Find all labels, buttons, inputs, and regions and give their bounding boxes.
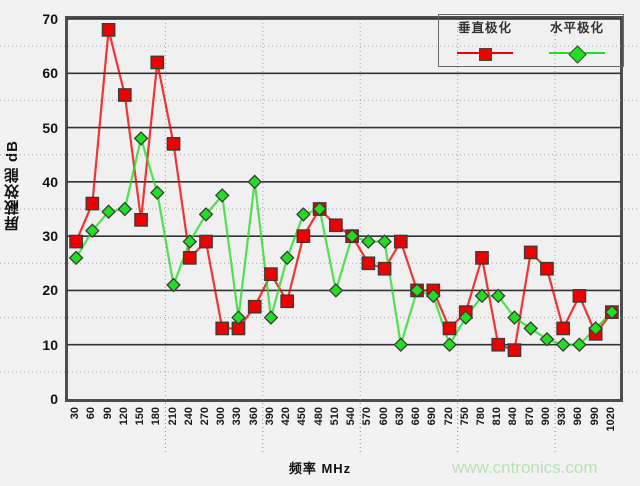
x-tick-label: 1020 bbox=[604, 407, 617, 432]
y-axis-title: 屏蔽效能 dB bbox=[4, 140, 21, 232]
legend-key-vertical bbox=[453, 45, 517, 61]
x-tick-label: 240 bbox=[182, 407, 195, 426]
y-tick-label: 40 bbox=[42, 173, 58, 190]
square-marker-icon bbox=[479, 48, 492, 61]
x-tick-label: 270 bbox=[199, 407, 211, 426]
plot-area bbox=[66, 17, 622, 401]
y-tick-label: 50 bbox=[42, 119, 58, 136]
x-tick-label: 720 bbox=[442, 407, 455, 426]
x-tick-label: 540 bbox=[345, 407, 358, 426]
y-tick-label: 70 bbox=[42, 11, 58, 27]
x-tick-label: 750 bbox=[458, 407, 471, 426]
x-tick-label: 990 bbox=[588, 407, 601, 426]
x-tick-label: 780 bbox=[475, 407, 487, 426]
x-tick-label: 300 bbox=[215, 407, 228, 426]
x-tick-label: 570 bbox=[361, 407, 374, 426]
y-tick-label: 20 bbox=[42, 282, 58, 299]
y-tick-label: 30 bbox=[42, 228, 58, 245]
x-tick-label: 930 bbox=[556, 407, 569, 426]
x-tick-label: 60 bbox=[85, 407, 98, 420]
y-tick-label: 0 bbox=[50, 391, 58, 407]
x-tick-label: 660 bbox=[410, 407, 423, 426]
x-tick-label: 180 bbox=[150, 407, 163, 426]
x-tick-label: 450 bbox=[296, 407, 309, 426]
y-tick-label: 10 bbox=[42, 336, 58, 353]
x-tick-label: 120 bbox=[117, 407, 130, 426]
x-tick-label: 210 bbox=[166, 407, 179, 426]
legend: 垂直极化 水平极化 bbox=[438, 14, 624, 67]
x-tick-label: 870 bbox=[523, 407, 536, 426]
x-tick-label: 30 bbox=[69, 407, 82, 420]
x-tick-label: 360 bbox=[247, 407, 260, 426]
y-tick-label: 60 bbox=[42, 65, 58, 82]
legend-key-horizontal bbox=[545, 45, 609, 64]
x-axis-title: 频率 MHz bbox=[288, 461, 352, 476]
x-tick-label: 390 bbox=[263, 407, 276, 426]
x-tick-label: 600 bbox=[377, 407, 390, 426]
x-tick-label: 480 bbox=[312, 407, 325, 426]
diamond-marker-icon bbox=[568, 45, 587, 64]
x-tick-label: 420 bbox=[280, 407, 293, 426]
x-tick-label: 630 bbox=[393, 407, 406, 426]
legend-label-vertical: 垂直极化 bbox=[457, 21, 512, 35]
watermark: www.cntronics.com bbox=[452, 458, 598, 477]
x-tick-label: 690 bbox=[426, 407, 439, 426]
x-tick-label: 840 bbox=[507, 407, 520, 426]
x-tick-label: 90 bbox=[101, 407, 114, 420]
x-tick-label: 510 bbox=[328, 407, 341, 426]
x-tick-label: 960 bbox=[572, 407, 585, 426]
x-tick-label: 810 bbox=[491, 407, 504, 426]
x-tick-label: 900 bbox=[539, 407, 552, 426]
x-tick-label: 330 bbox=[231, 407, 244, 426]
x-tick-label: 150 bbox=[134, 407, 147, 426]
legend-label-horizontal: 水平极化 bbox=[549, 21, 604, 35]
